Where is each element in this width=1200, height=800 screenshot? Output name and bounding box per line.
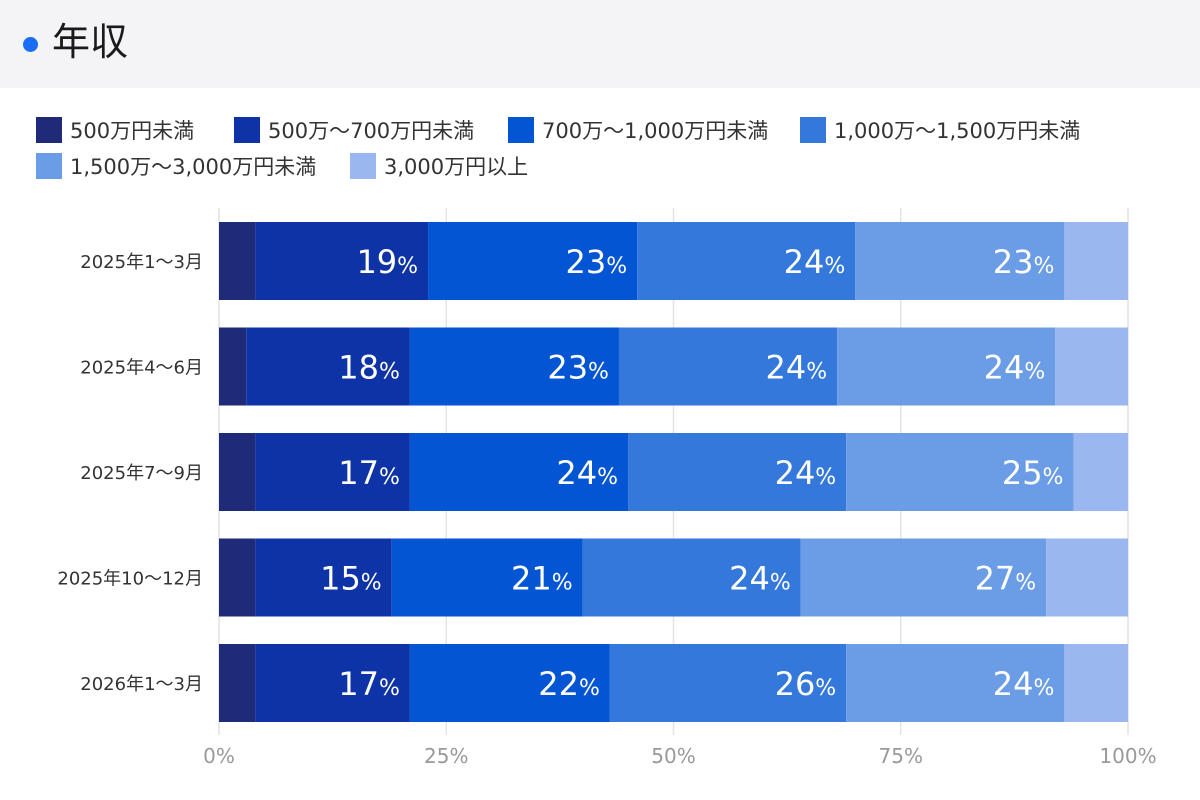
data-label: 17% (338, 454, 400, 492)
data-label: 15% (320, 560, 382, 598)
legend-item-1: 500万円未満 (36, 114, 194, 146)
legend-swatch (234, 117, 260, 143)
bar-segment (255, 644, 410, 722)
bar-segment (1064, 222, 1128, 300)
category-label: 2026年1〜3月 (80, 674, 203, 695)
category-label: 2025年10〜12月 (57, 569, 203, 590)
bar-segment (246, 327, 410, 406)
bar-segment (846, 644, 1065, 722)
bar-segment (219, 222, 256, 300)
category-label: 2025年1〜3月 (80, 252, 203, 273)
data-label: 24% (775, 454, 837, 492)
bar-segment (1055, 327, 1128, 406)
legend-item-4: 1,000万〜1,500万円未満 (800, 114, 1080, 146)
data-label: 23% (993, 243, 1055, 281)
legend-label: 500万〜700万円未満 (268, 119, 475, 143)
legend-swatch (508, 117, 534, 143)
bar-segment (1073, 433, 1128, 511)
bar-segment (837, 327, 1056, 406)
data-label: 19% (356, 243, 418, 281)
legend-swatch (36, 153, 62, 179)
bar-segment (609, 644, 847, 722)
data-label: 24% (784, 243, 846, 281)
data-label: 23% (547, 349, 609, 387)
data-label: 24% (984, 349, 1046, 387)
bar-segment (255, 538, 392, 617)
legend-item-2: 500万〜700万円未満 (234, 114, 474, 146)
data-label: 24% (993, 665, 1055, 703)
bar-segment (219, 433, 256, 511)
legend-swatch (800, 117, 826, 143)
x-tick-label: 50% (651, 744, 695, 768)
title-dot-icon (23, 37, 38, 52)
bar-segment (628, 433, 847, 511)
category-label: 2025年4〜6月 (80, 358, 203, 379)
bar-segment (582, 538, 801, 617)
bar-segment (391, 538, 583, 617)
page-title: 年収 (52, 20, 129, 64)
bar-segment (846, 433, 1074, 511)
bar-segment (855, 222, 1065, 300)
bar-segment (219, 538, 256, 617)
legend-label: 700万〜1,000万円未満 (542, 119, 769, 143)
data-label: 26% (775, 665, 837, 703)
x-tick-label: 0% (203, 744, 235, 768)
legend-label: 500万円未満 (70, 119, 195, 143)
x-tick-label: 75% (879, 744, 923, 768)
bar-segment (800, 538, 1047, 617)
header-bar: 年収 (0, 0, 1200, 88)
bar-segment (255, 222, 429, 300)
bar-segment (255, 433, 410, 511)
legend-item-5: 1,500万〜3,000万円未満 (36, 150, 316, 182)
data-label: 25% (1002, 454, 1064, 492)
legend-swatch (350, 153, 376, 179)
bar-segment (409, 644, 610, 722)
data-label: 18% (338, 349, 400, 387)
x-tick-label: 100% (1099, 744, 1156, 768)
data-label: 23% (566, 243, 628, 281)
data-label: 21% (511, 560, 573, 598)
legend-item-6: 3,000万円以上 (350, 150, 528, 182)
data-label: 24% (729, 560, 791, 598)
bar-segment (637, 222, 856, 300)
bar-segment (409, 327, 619, 406)
legend-swatch (36, 117, 62, 143)
bar-segment (219, 644, 256, 722)
x-tick-label: 25% (424, 744, 468, 768)
bar-segment (428, 222, 638, 300)
data-label: 24% (765, 349, 827, 387)
bar-segment (409, 433, 629, 511)
category-label: 2025年7〜9月 (80, 463, 203, 484)
data-label: 17% (338, 665, 400, 703)
bar-segment (1064, 644, 1128, 722)
bar-segment (219, 327, 247, 406)
legend-item-3: 700万〜1,000万円未満 (508, 114, 768, 146)
data-label: 22% (538, 665, 600, 703)
bar-segment (1046, 538, 1128, 617)
legend-label: 3,000万円以上 (384, 155, 529, 179)
legend-label: 1,500万〜3,000万円未満 (70, 155, 317, 179)
data-label: 27% (975, 560, 1037, 598)
data-label: 24% (556, 454, 618, 492)
legend-label: 1,000万〜1,500万円未満 (834, 119, 1081, 143)
bar-segment (618, 327, 838, 406)
